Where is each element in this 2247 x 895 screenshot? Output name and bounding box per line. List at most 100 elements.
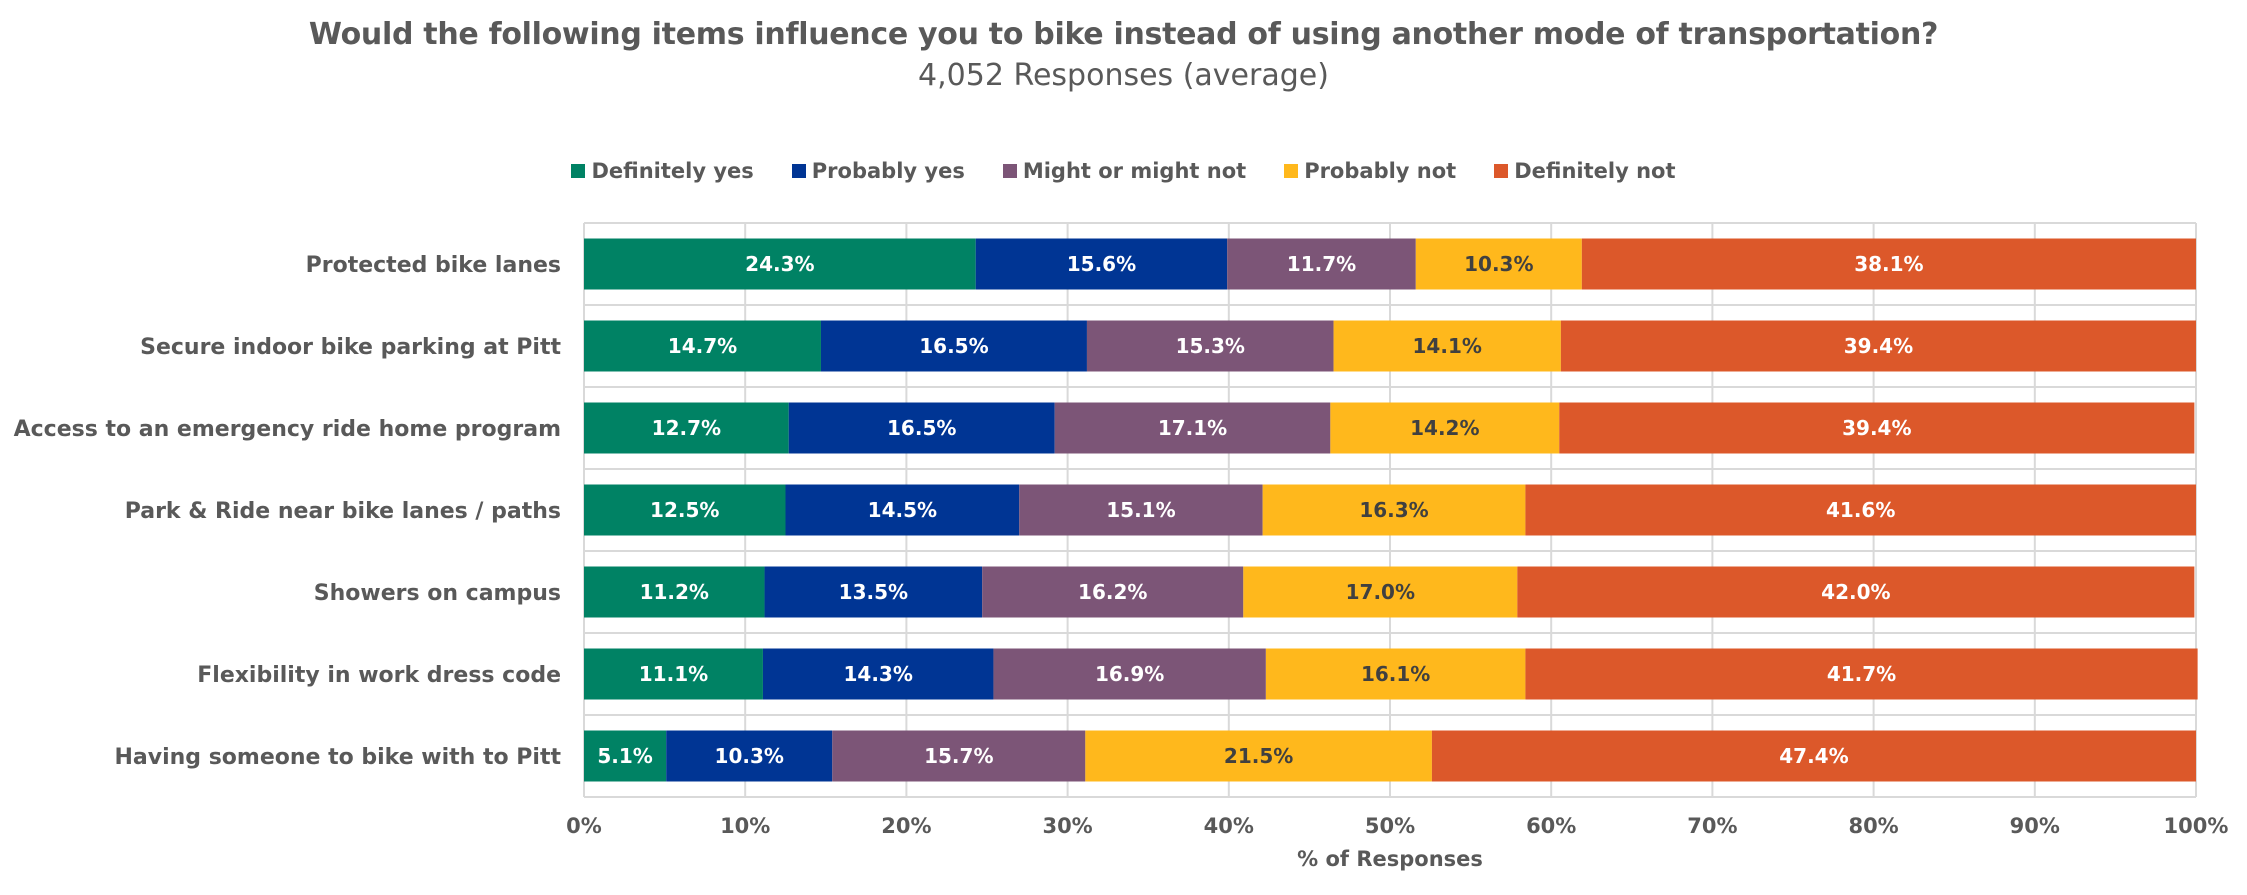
x-tick-label: 10%	[720, 814, 770, 838]
bar-segment	[584, 484, 786, 536]
bar-segment	[1431, 730, 2196, 782]
data-label: 17.0%	[1346, 580, 1415, 604]
bar-segment	[1581, 238, 2196, 290]
data-label: 47.4%	[1779, 744, 1848, 768]
legend-label: Probably not	[1304, 159, 1457, 183]
data-label: 5.1%	[597, 744, 652, 768]
legend-label: Probably yes	[811, 159, 965, 183]
legend-swatch	[791, 164, 806, 178]
legend-swatch	[1002, 164, 1017, 178]
data-label: 14.1%	[1413, 334, 1482, 358]
bar-segment	[1243, 566, 1518, 618]
data-label: 41.7%	[1827, 662, 1896, 686]
data-label: 14.7%	[668, 334, 737, 358]
data-label: 11.2%	[640, 580, 709, 604]
data-label: 39.4%	[1842, 416, 1911, 440]
bar-segment	[584, 402, 789, 454]
category-label: Park & Ride near bike lanes / paths	[125, 499, 561, 524]
bar-segment	[1525, 484, 2196, 536]
data-label: 16.1%	[1361, 662, 1430, 686]
data-label: 15.3%	[1176, 334, 1245, 358]
x-tick-label: 30%	[1042, 814, 1092, 838]
data-label: 15.1%	[1106, 498, 1175, 522]
data-label: 21.5%	[1224, 744, 1293, 768]
chart-title: Would the following items influence you …	[308, 17, 1939, 52]
legend-label: Definitely yes	[591, 159, 754, 183]
data-label: 10.3%	[715, 744, 784, 768]
category-label: Secure indoor bike parking at Pitt	[140, 335, 561, 360]
data-label: 17.1%	[1158, 416, 1227, 440]
bar-segment	[1560, 320, 2196, 372]
x-tick-label: 60%	[1526, 814, 1576, 838]
legend-item-probably-not: Probably not	[1284, 159, 1456, 183]
bar-segment	[666, 730, 833, 782]
bar-segment	[982, 566, 1244, 618]
legend-swatch	[1494, 164, 1509, 178]
bar-segment	[832, 730, 1086, 782]
x-tick-label: 70%	[1687, 814, 1737, 838]
data-label: 39.4%	[1844, 334, 1913, 358]
data-label: 12.5%	[650, 498, 719, 522]
bar-segment	[584, 648, 763, 700]
category-labels: Protected bike lanes Secure indoor bike p…	[14, 253, 562, 770]
data-label: 12.7%	[652, 416, 721, 440]
x-tick-label: 0%	[566, 814, 602, 838]
bar-segment	[1262, 484, 1526, 536]
data-label: 16.5%	[919, 334, 988, 358]
legend-item-probably-yes: Probably yes	[791, 159, 965, 183]
bar-segment	[1086, 320, 1334, 372]
data-label: 14.5%	[868, 498, 937, 522]
x-tick-label: 50%	[1365, 814, 1415, 838]
bars: 24.3% 15.6% 11.7% 10.3% 38.1% 14.7% 16.5% 15.3%…	[584, 238, 2198, 782]
bar-segment	[584, 566, 765, 618]
data-label: 11.1%	[639, 662, 708, 686]
category-label: Protected bike lanes	[306, 253, 561, 278]
category-label: Access to an emergency ride home program	[14, 417, 561, 442]
bar-segment	[584, 238, 976, 290]
bar-segment	[1525, 648, 2198, 700]
bar-segment	[584, 730, 667, 782]
data-label: 13.5%	[839, 580, 908, 604]
legend-item-definitely-yes: Definitely yes	[571, 159, 754, 183]
data-label: 38.1%	[1854, 252, 1923, 276]
data-label: 15.6%	[1067, 252, 1136, 276]
bar-segment	[1330, 402, 1560, 454]
data-label: 14.3%	[843, 662, 912, 686]
data-label: 16.5%	[887, 416, 956, 440]
data-label: 15.7%	[924, 744, 993, 768]
legend: Definitely yes Probably yes Might or mig…	[0, 159, 2247, 183]
category-label: Flexibility in work dress code	[197, 663, 561, 688]
legend-item-might-or-might-not: Might or might not	[1002, 159, 1247, 183]
x-tick-label: 20%	[881, 814, 931, 838]
data-label: 16.9%	[1095, 662, 1164, 686]
category-label: Showers on campus	[314, 581, 561, 606]
bar-segment	[1085, 730, 1432, 782]
x-tick-labels: 0% 10% 20% 30% 40% 50% 60% 70% 80% 90% 100%	[566, 814, 2228, 838]
bar-segment	[1517, 566, 2195, 618]
x-tick-label: 90%	[2010, 814, 2060, 838]
x-tick-label: 40%	[1204, 814, 1254, 838]
data-label: 14.2%	[1410, 416, 1479, 440]
data-label: 11.7%	[1287, 252, 1356, 276]
category-label: Having someone to bike with to Pitt	[114, 745, 561, 770]
x-tick-label: 80%	[1848, 814, 1898, 838]
legend-label: Definitely not	[1514, 159, 1676, 183]
bar-segment	[785, 484, 1020, 536]
data-label: 10.3%	[1464, 252, 1533, 276]
bar-segment	[1019, 484, 1263, 536]
bar-segment	[1559, 402, 2195, 454]
x-axis-title: % of Responses	[1297, 847, 1483, 871]
legend-item-definitely-not: Definitely not	[1494, 159, 1676, 183]
data-label: 24.3%	[745, 252, 814, 276]
bar-segment	[764, 566, 983, 618]
bar-segment	[1054, 402, 1331, 454]
legend-label: Might or might not	[1022, 159, 1247, 183]
data-label: 42.0%	[1821, 580, 1890, 604]
bar-segment	[788, 402, 1055, 454]
bar-segment	[1333, 320, 1561, 372]
legend-swatch	[571, 164, 586, 178]
bar-segment	[1227, 238, 1416, 290]
data-label: 16.3%	[1359, 498, 1428, 522]
bar-segment	[820, 320, 1087, 372]
